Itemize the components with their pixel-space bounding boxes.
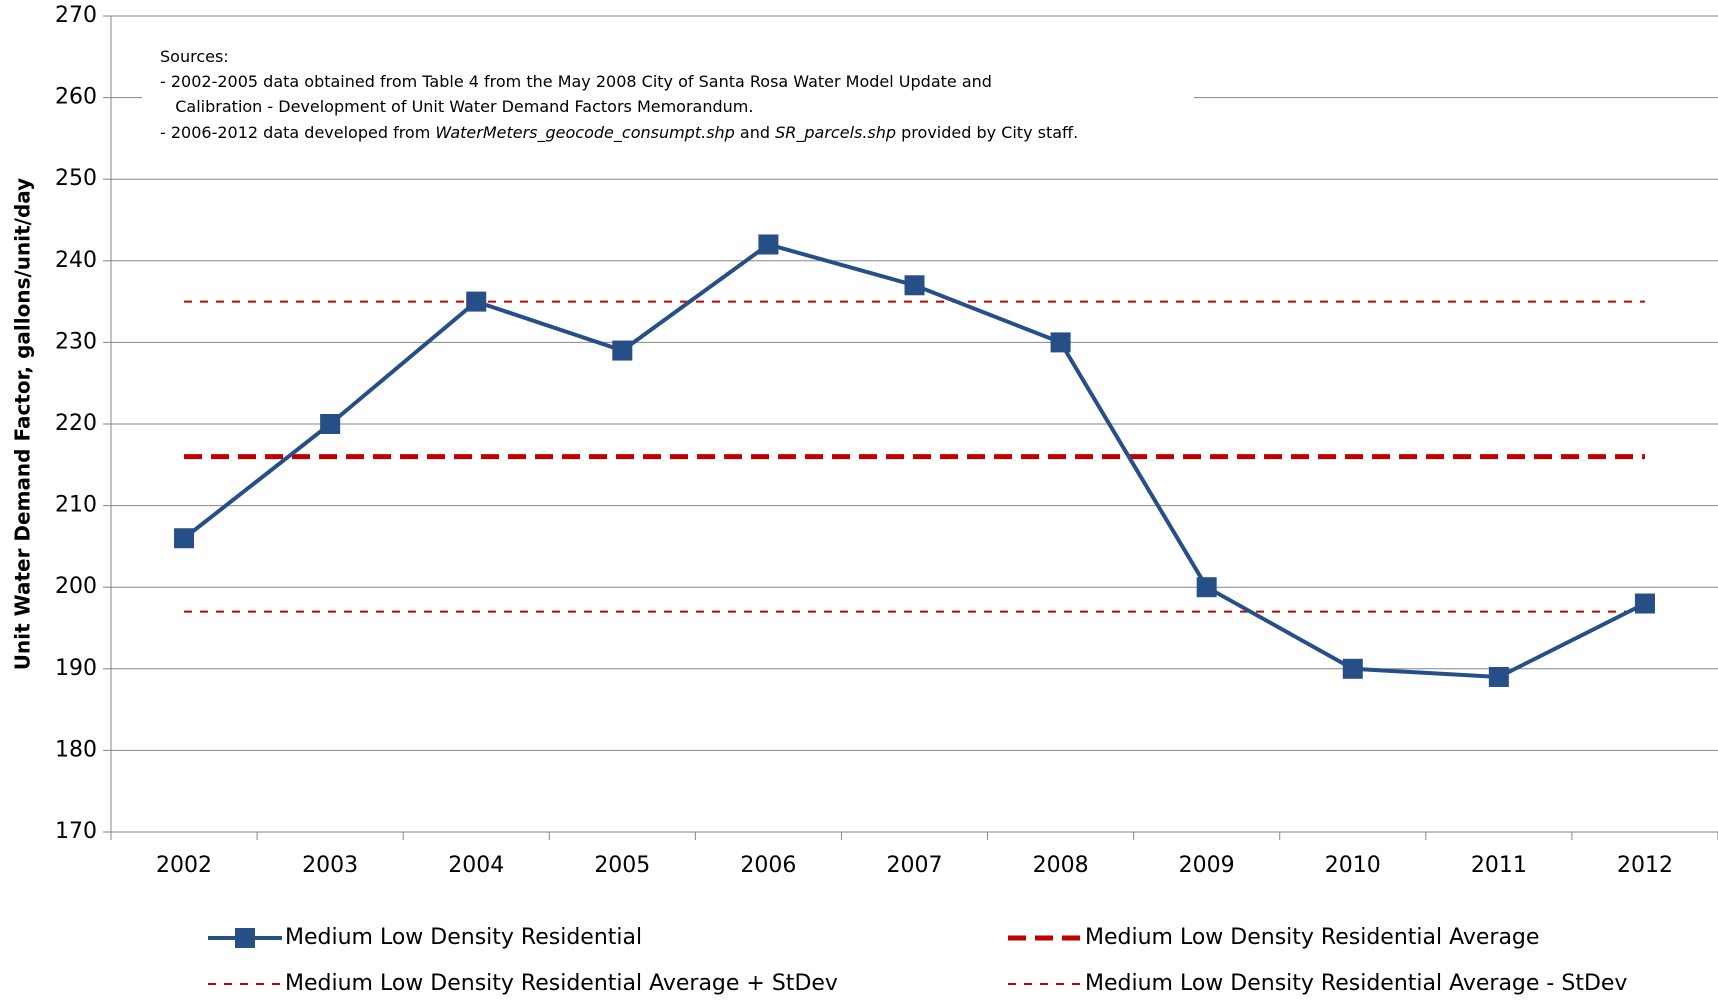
legend-label: Medium Low Density Residential Average xyxy=(1085,925,1539,950)
marker xyxy=(320,414,341,434)
y-tick-label: 240 xyxy=(55,248,97,273)
marker xyxy=(758,234,779,255)
y-axis-label: Unit Water Demand Factor, gallons/unit/d… xyxy=(11,178,35,670)
x-tick-label: 2006 xyxy=(740,853,796,878)
annotation-text: - 2006-2012 data developed from xyxy=(160,123,435,142)
y-tick-label: 200 xyxy=(55,574,97,599)
annotation-text: provided by City staff. xyxy=(896,123,1078,142)
legend-label: Medium Low Density Residential xyxy=(285,925,642,950)
annotation-text: SR_parcels.shp xyxy=(775,123,896,143)
marker xyxy=(1196,577,1217,598)
x-tick-label: 2009 xyxy=(1179,853,1235,878)
y-tick-label: 180 xyxy=(55,737,97,762)
annotation-line: - 2002-2005 data obtained from Table 4 f… xyxy=(160,72,992,91)
x-tick-label: 2005 xyxy=(594,853,650,878)
annotation-text: Calibration - Development of Unit Water … xyxy=(160,97,753,116)
y-tick-label: 250 xyxy=(55,166,97,191)
y-tick-label: 270 xyxy=(55,3,97,28)
legend-label: Medium Low Density Residential Average -… xyxy=(1085,971,1627,996)
y-tick-label: 230 xyxy=(55,329,97,354)
y-tick-label: 220 xyxy=(55,411,97,436)
annotation-text: Sources: xyxy=(160,47,229,66)
annotation-text: and xyxy=(735,123,775,142)
marker xyxy=(1050,332,1071,353)
annotation-text: WaterMeters_geocode_consumpt.shp xyxy=(435,123,734,143)
marker xyxy=(1488,666,1509,687)
marker xyxy=(466,291,487,312)
x-tick-label: 2012 xyxy=(1617,853,1673,878)
y-tick-label: 170 xyxy=(55,819,97,844)
annotation-line: Calibration - Development of Unit Water … xyxy=(160,97,753,116)
annotation-box xyxy=(142,34,1194,154)
marker xyxy=(904,275,925,296)
marker xyxy=(1634,593,1655,614)
annotation-text: - 2002-2005 data obtained from Table 4 f… xyxy=(160,72,992,91)
x-tick-label: 2002 xyxy=(156,853,212,878)
series-line xyxy=(182,242,1646,679)
x-tick-label: 2011 xyxy=(1471,853,1527,878)
x-tick-label: 2010 xyxy=(1325,853,1381,878)
marker xyxy=(612,340,633,361)
legend-label: Medium Low Density Residential Average +… xyxy=(285,971,838,996)
y-tick-label: 260 xyxy=(55,85,97,110)
y-tick-label: 190 xyxy=(55,656,97,681)
marker xyxy=(1342,658,1363,679)
marker xyxy=(174,528,195,549)
legend-marker xyxy=(235,928,255,948)
y-tick-label: 210 xyxy=(55,493,97,518)
annotation-line: - 2006-2012 data developed from WaterMet… xyxy=(160,123,1078,143)
x-tick-label: 2007 xyxy=(887,853,943,878)
x-tick-label: 2003 xyxy=(302,853,358,878)
x-tick-label: 2004 xyxy=(448,853,504,878)
x-tick-label: 2008 xyxy=(1033,853,1089,878)
annotation-line: Sources: xyxy=(160,47,229,66)
